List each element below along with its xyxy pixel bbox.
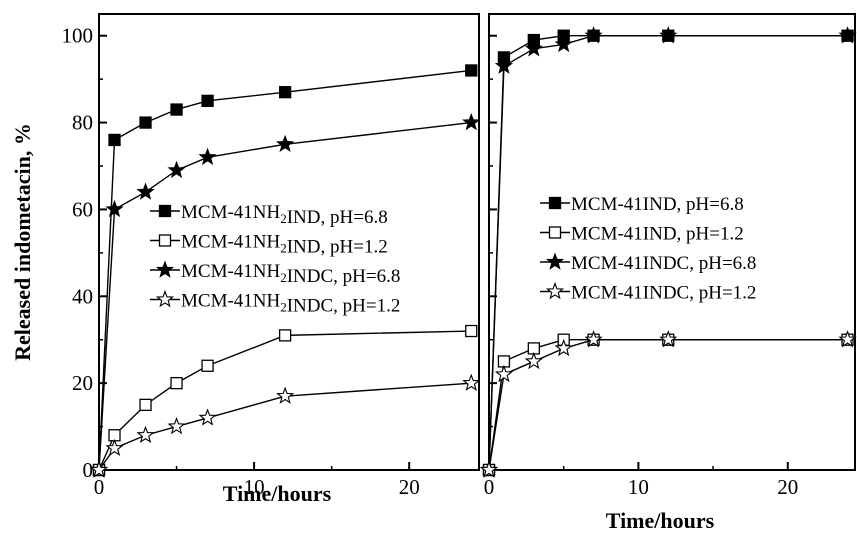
legend: MCM-41IND, pH=6.8 MCM-41IND, pH=1.2 MCM-41… [540,194,756,304]
legend-label: MCM-41INDC, pH=6.8 [571,253,756,274]
data-point [167,417,186,435]
legend-label: MCM-41NH2IND, pH=6.8 [181,202,388,228]
legend-label: MCM-41NH2INDC, pH=6.8 [181,261,400,287]
legend: MCM-41NH2IND, pH=6.8 MCM-41NH2IND, pH=1.2… [150,202,400,317]
series-line [98,330,472,471]
legend-marker [158,234,172,247]
series-2 [92,324,478,477]
data-point [201,94,214,108]
data-point [554,34,573,53]
data-point [584,330,603,348]
data-point [105,199,124,218]
data-point [139,398,152,412]
data-point [89,460,109,478]
legend-marker [155,260,175,278]
x-tick-label: 20 [777,475,798,499]
x-tick-label: 0 [94,475,105,499]
y-tick-label: 0 [83,458,94,482]
data-point [105,438,124,457]
data-point [170,103,183,116]
x-tick-label: 20 [399,475,420,499]
series-3 [89,113,481,478]
legend-label: MCM-41NH2IND, pH=1.2 [181,232,388,258]
x-tick-label: 0 [484,475,495,499]
y-tick-label: 100 [62,24,94,48]
data-point [524,39,543,57]
legend-label: MCM-41IND, pH=1.2 [571,224,744,245]
data-point [462,373,481,391]
data-point [838,330,857,348]
x-tick-label: 10 [244,475,265,499]
legend-marker [548,196,562,210]
series-line [98,121,472,471]
data-point [838,26,857,44]
data-point [465,64,478,77]
y-axis-title: Released indometacin, % [10,123,35,361]
legend-label: MCM-41NH2INDC, pH=1.2 [181,291,400,317]
data-point [167,160,186,179]
y-tick-label: 60 [72,197,93,221]
series-line [488,339,848,471]
data-point [462,113,481,131]
series-2 [482,333,854,477]
data-point [198,147,217,166]
data-point [524,351,543,370]
series-4 [479,330,857,478]
data-point [276,134,295,153]
legend-marker [545,281,565,300]
data-point [278,86,292,99]
data-point [554,338,573,357]
data-point [278,329,292,342]
data-point [659,330,678,348]
y-tick-label: 80 [72,111,93,135]
data-point [170,376,183,390]
y-tick-label: 40 [72,284,93,308]
x-axis-title: Time/hours [606,508,715,533]
legend-marker [548,226,562,239]
data-point [139,116,152,129]
data-point [276,386,295,404]
data-point [108,133,121,147]
data-point [479,460,499,478]
data-point [136,425,155,444]
left-panel: 0 10 20 0 20 40 60 80 100 Time/hours Released indo… [10,13,481,506]
series-4 [89,373,481,478]
data-point [494,364,514,383]
x-tick-label: 10 [628,475,649,499]
data-point [136,182,155,200]
data-point [659,26,678,44]
legend-marker [545,252,565,270]
legend-marker [158,204,172,218]
data-point [465,324,478,338]
series-line [488,339,848,471]
x-axis-title: Time/hours [223,481,332,506]
legend-marker [155,289,175,308]
legend-label: MCM-41IND, pH=6.8 [571,194,744,215]
legend-label: MCM-41INDC, pH=1.2 [571,283,756,304]
data-point [198,408,217,426]
data-point [584,26,603,44]
data-point [494,56,514,74]
data-point [201,359,214,372]
y-tick-label: 20 [72,371,93,395]
plot-frame [98,13,480,471]
plot-frame [488,13,856,471]
